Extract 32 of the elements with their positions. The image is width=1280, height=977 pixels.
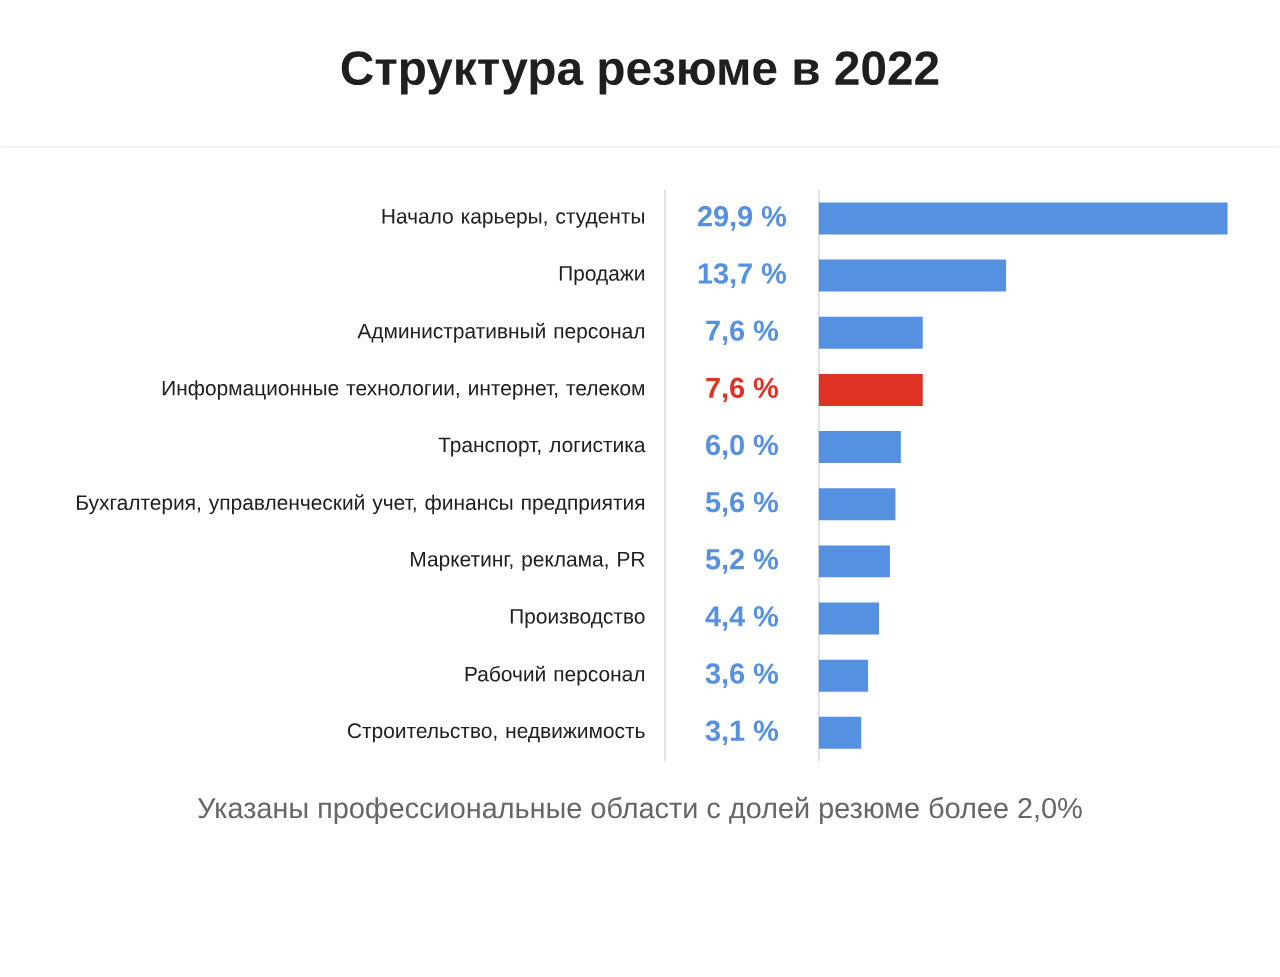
- data-label: 7,6 %: [706, 377, 779, 403]
- y-tick-label: Начало карьеры, студенты: [382, 208, 644, 228]
- bar: [818, 602, 879, 635]
- data-label: 5,6 %: [705, 491, 779, 517]
- data-label: 3,1 %: [705, 720, 779, 746]
- bar: [818, 716, 862, 749]
- bar: [818, 488, 896, 521]
- y-tick-label: Информационные технологии, интернет, телеком: [162, 380, 644, 400]
- y-tick-label: Производство: [510, 609, 645, 628]
- data-label: 6,0 %: [706, 434, 779, 460]
- data-label: 7,6 %: [706, 320, 779, 345]
- chart-title: Структура резюме в 2022: [341, 51, 939, 95]
- bar: [818, 259, 1007, 292]
- bar: [818, 545, 890, 578]
- y-tick-label: Маркетинг, реклама, PR: [411, 551, 645, 571]
- data-label: 3,6 %: [705, 663, 779, 688]
- data-label: 4,4 %: [705, 606, 779, 631]
- y-tick-label: Бухгалтерия, управленческий учет, финансы предприятия: [77, 494, 645, 515]
- y-tick-label: Административный персонал: [357, 322, 645, 343]
- y-tick-label: Рабочий персонал: [465, 665, 645, 686]
- y-tick-label: Строительство, недвижимость: [347, 723, 645, 743]
- bar: [818, 373, 923, 406]
- bar: [818, 430, 901, 463]
- text: Указаны профессиональные области с долей резюме более 2,0%: [197, 796, 1082, 824]
- y-tick-label: Продажи: [559, 266, 645, 285]
- data-label: 13,7 %: [698, 263, 787, 288]
- data-label: 5,2 %: [705, 548, 779, 574]
- y-tick-label: Транспорт, логистика: [438, 437, 646, 457]
- bar: [818, 659, 869, 692]
- bar: [818, 202, 1228, 235]
- bar: [818, 316, 923, 349]
- data-label: 29,9 %: [697, 206, 787, 231]
